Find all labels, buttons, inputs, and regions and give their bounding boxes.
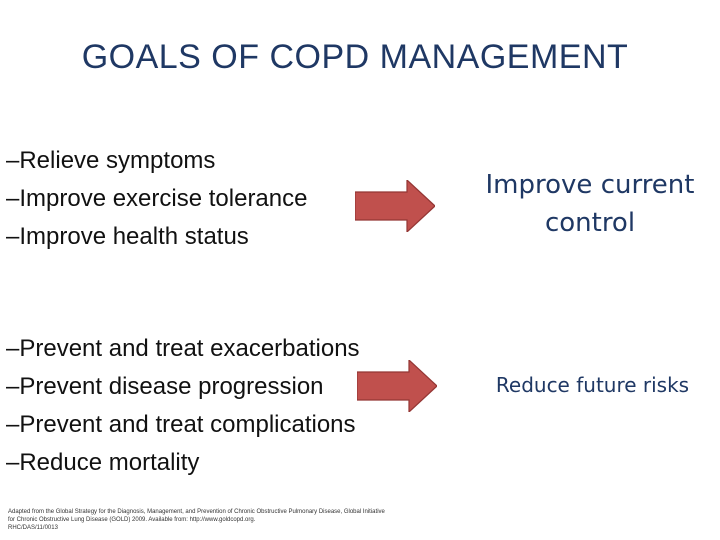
footnote-line: Adapted from the Global Strategy for the… xyxy=(8,509,385,515)
footnote-line: for Chronic Obstructive Lung Disease (GO… xyxy=(8,517,256,523)
future-risk-goals-list: –Prevent and treat exacerbations –Preven… xyxy=(6,330,360,482)
goal-item: –Prevent and treat complications xyxy=(6,411,356,438)
goal-item: –Improve health status xyxy=(6,223,249,250)
source-footnote: Adapted from the Global Strategy for the… xyxy=(8,508,508,532)
right-arrow-icon xyxy=(355,180,435,232)
goal-item: –Relieve symptoms xyxy=(6,147,216,174)
goal-item: –Improve exercise tolerance xyxy=(6,185,308,212)
footnote-line: RHC/DAS/11/0013 xyxy=(8,525,58,531)
goal-item: –Reduce mortality xyxy=(6,449,200,476)
goal-item: –Prevent disease progression xyxy=(6,373,324,400)
goal-item: –Prevent and treat exacerbations xyxy=(6,335,360,362)
outcome-future-risks: Reduce future risks xyxy=(495,373,690,397)
right-arrow-icon xyxy=(357,360,437,412)
current-control-goals-list: –Relieve symptoms –Improve exercise tole… xyxy=(6,142,307,256)
outcome-current-control: Improve current control xyxy=(485,170,695,238)
slide-title: GOALS OF COPD MANAGEMENT xyxy=(81,38,629,76)
